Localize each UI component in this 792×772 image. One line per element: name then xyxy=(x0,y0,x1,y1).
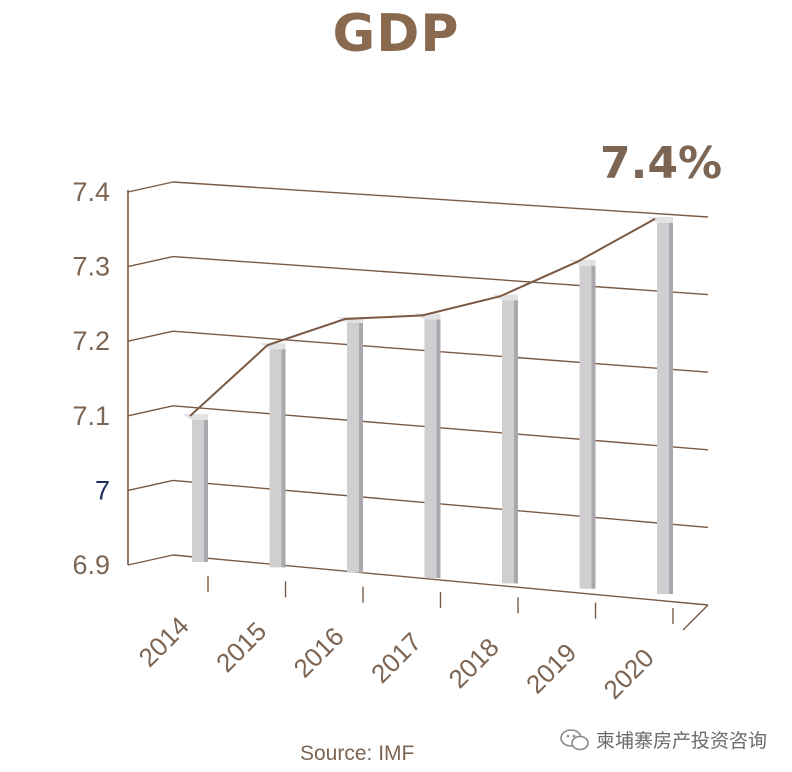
x-tick-label: 2016 xyxy=(288,621,350,683)
grid-line xyxy=(127,479,174,492)
grid-line xyxy=(127,255,174,268)
bar-cap xyxy=(647,216,673,223)
bar-side xyxy=(669,222,673,595)
y-tick-label: 7.4 xyxy=(72,177,110,207)
bar-side xyxy=(281,349,286,568)
bars xyxy=(182,216,673,595)
watermark: 柬埔寨房产投资咨询 xyxy=(560,726,767,753)
y-tick-label: 7.2 xyxy=(72,326,110,356)
bar-side xyxy=(591,265,596,589)
bar-side xyxy=(436,319,441,578)
watermark-text: 柬埔寨房产投资咨询 xyxy=(596,730,768,752)
bar-cap xyxy=(259,343,286,350)
grid-lines xyxy=(127,181,709,631)
grid-line xyxy=(127,330,174,342)
x-tick-label: 2018 xyxy=(443,632,505,694)
y-tick-label: 6.9 xyxy=(72,550,110,580)
bar-side xyxy=(359,323,363,573)
x-tick-label: 2019 xyxy=(520,637,582,699)
highlight-value-label: 7.4% xyxy=(600,138,722,189)
bar-cap xyxy=(182,414,208,421)
grid-line xyxy=(127,405,174,417)
grid-line xyxy=(172,255,709,296)
grid-line xyxy=(127,554,174,566)
grid-line xyxy=(172,554,709,606)
chart-title: GDP xyxy=(332,4,460,64)
grid-line xyxy=(172,181,709,218)
grid-line xyxy=(127,181,174,193)
bar-side xyxy=(204,420,208,562)
bar-cap xyxy=(569,259,596,266)
bar-side xyxy=(514,300,518,584)
y-tick-label: 7.1 xyxy=(72,401,110,431)
trend-line xyxy=(189,218,656,417)
y-tick-label: 7.3 xyxy=(72,252,110,282)
x-tick-label: 2015 xyxy=(210,616,272,678)
x-tick-label: 2017 xyxy=(365,627,427,689)
y-tick-label: 7 xyxy=(95,475,110,505)
source-note: Source: IMF xyxy=(300,742,415,765)
x-tick-label: 2020 xyxy=(598,643,660,705)
floor-corner xyxy=(682,604,709,631)
y-axis-ticks: 6.9 7 7.1 7.2 7.3 7.4 xyxy=(72,177,110,580)
trend-polyline xyxy=(189,218,656,417)
x-tick-label: 2014 xyxy=(133,611,195,673)
wechat-icon xyxy=(560,728,589,750)
x-axis-ticks: 2014 2015 2016 2017 2018 2019 2020 xyxy=(133,575,674,705)
